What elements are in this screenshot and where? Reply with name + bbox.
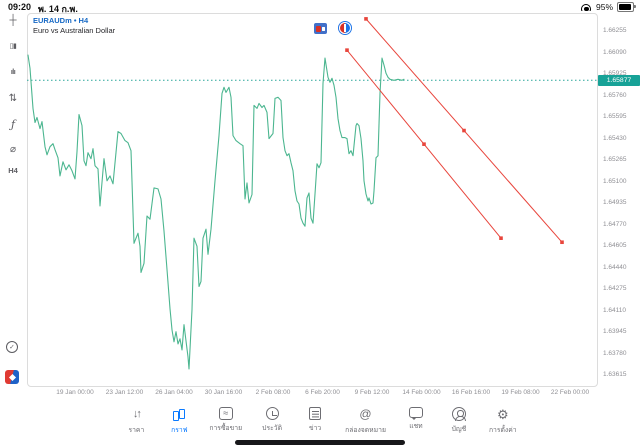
time-axis-label: 14 Feb 00:00	[402, 389, 441, 396]
crosshair-icon[interactable]: ┼	[9, 15, 17, 26]
time-axis-label: 26 Jan 04:00	[155, 389, 193, 396]
price-axis-label: 1.64110	[603, 306, 627, 314]
price-axis-label: 1.63780	[603, 349, 627, 357]
nav-label: บัญชี	[451, 426, 467, 433]
time-axis-label: 22 Feb 00:00	[550, 389, 590, 396]
timeframe-label[interactable]: H4	[8, 166, 18, 175]
trendline-handle[interactable]	[499, 236, 503, 240]
price-axis-label: 1.65760	[603, 91, 627, 99]
time-axis-label: 19 Jan 00:00	[56, 389, 94, 396]
nav-news[interactable]: ข่าว	[302, 404, 328, 438]
function-icon[interactable]: ƒ	[10, 118, 16, 131]
status-date: พ. 14 ก.พ.	[38, 4, 78, 14]
price-axis-label: 1.64770	[603, 220, 627, 228]
nav-mailbox[interactable]: @ กล่องจดหมาย	[345, 404, 386, 438]
trendline-handle[interactable]	[364, 17, 368, 21]
nav-label: ข่าว	[308, 425, 322, 432]
nav-label: การซื้อขาย	[209, 425, 243, 432]
mailbox-icon: @	[359, 407, 372, 421]
nav-label: ประวัติ	[262, 425, 283, 432]
broker-logo-icon[interactable]	[5, 370, 19, 384]
battery-icon	[617, 2, 636, 12]
chart-symbol-header[interactable]: EURAUDm • H4 Euro vs Australian Dollar	[33, 16, 115, 36]
time-axis-label: 9 Feb 12:00	[354, 389, 390, 396]
candlestick-icon[interactable]: ▯▮	[9, 43, 17, 50]
nav-label: ราคา	[128, 427, 145, 434]
nav-history[interactable]: ประวัติ	[259, 404, 285, 438]
nav-label: การตั้งค่า	[488, 427, 517, 434]
nav-settings[interactable]: ⚙ การตั้งค่า	[489, 404, 517, 438]
symbol-timeframe-label: EURAUDm • H4	[33, 16, 89, 25]
nav-quotes[interactable]: ↓↑ ราคา	[123, 404, 149, 438]
price-axis-label: 1.65100	[603, 177, 627, 185]
price-axis-label: 1.65265	[603, 156, 627, 163]
trade-icon: ≈	[218, 407, 233, 420]
time-axis-label: 30 Jan 16:00	[204, 389, 243, 396]
objects-icon[interactable]: ⌀	[9, 144, 17, 155]
price-axis-label: 1.64275	[603, 285, 627, 292]
indicators-icon[interactable]: ılı	[10, 69, 16, 76]
price-axis-label: 1.65925	[603, 70, 627, 77]
time-axis-label: 2 Feb 08:00	[255, 389, 291, 396]
trendline-handle[interactable]	[462, 128, 466, 133]
price-line-series	[27, 54, 405, 370]
nav-accounts[interactable]: บัญชี	[446, 404, 472, 438]
status-time: 09:20	[8, 2, 32, 12]
price-axis-label: 1.65430	[603, 134, 627, 142]
current-price-tag: 1.65877	[598, 75, 640, 86]
symbol-description: Euro vs Australian Dollar	[33, 26, 116, 36]
price-axis-label: 1.63615	[603, 371, 627, 378]
price-axis-label: 1.66255	[603, 27, 627, 34]
quotes-icon: ↓↑	[132, 408, 142, 420]
home-indicator[interactable]	[235, 440, 405, 445]
price-axis-label: 1.66090	[603, 48, 627, 56]
wifi-icon	[581, 3, 592, 11]
nav-label: กราฟ	[171, 427, 188, 434]
news-icon	[309, 407, 322, 420]
account-icon	[451, 407, 466, 422]
chat-icon	[408, 407, 423, 420]
trading-hours-clock-icon[interactable]: ✓	[6, 341, 18, 353]
trendline-handle[interactable]	[560, 240, 564, 245]
status-bar: 09:20 พ. 14 ก.พ. 95%	[0, 0, 640, 14]
settings-icon: ⚙	[496, 407, 509, 422]
price-axis-label: 1.64605	[603, 242, 627, 249]
time-axis-label: 16 Feb 16:00	[451, 389, 491, 396]
time-axis-label: 23 Jan 12:00	[105, 389, 144, 396]
candles-icon	[171, 407, 188, 422]
news-event-icon[interactable]	[314, 23, 327, 34]
trendline-handle[interactable]	[345, 48, 349, 52]
battery-percent: 95%	[595, 2, 613, 12]
nav-label: แชท	[409, 423, 423, 430]
trendline-handle[interactable]	[422, 142, 426, 146]
chart-window[interactable]	[27, 13, 598, 387]
time-axis-label: 19 Feb 08:00	[501, 389, 540, 396]
bottom-navigation: ↓↑ ราคา กราฟ ≈ การซื้อขาย ประวัติ ข่าว @ กล่องจด…	[0, 404, 640, 438]
nav-trade[interactable]: ≈ การซื้อขาย	[209, 404, 242, 438]
price-chart[interactable]	[26, 14, 598, 386]
time-axis-label: 6 Feb 20:00	[305, 389, 340, 396]
nav-chat[interactable]: แชท	[403, 404, 429, 438]
history-icon	[265, 407, 279, 420]
sliders-icon[interactable]: ⇅	[8, 93, 18, 104]
nav-label: กล่องจดหมาย	[345, 427, 386, 434]
price-axis-label: 1.64935	[603, 199, 627, 206]
price-axis-label: 1.65595	[603, 113, 627, 120]
chart-toolbar[interactable]: ┼ ▯▮ ılı ⇅ ƒ ⌀ H4	[0, 14, 26, 404]
nav-charts[interactable]: กราฟ	[166, 404, 192, 438]
price-axis-label: 1.64440	[603, 263, 627, 271]
price-axis-label: 1.63945	[603, 328, 627, 335]
calendar-event-icon[interactable]	[339, 22, 351, 34]
